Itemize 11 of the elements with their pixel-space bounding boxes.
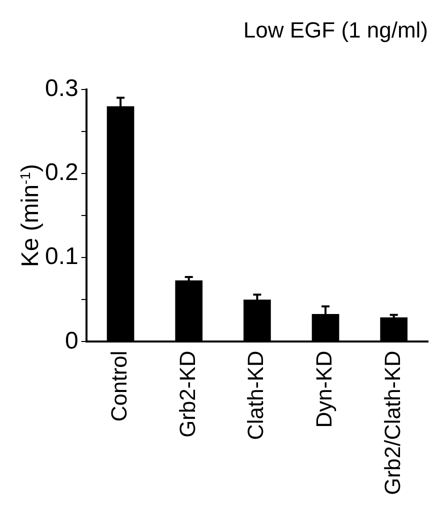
x-tick-label: Grb2/Clath-KD xyxy=(380,350,405,496)
y-tick-label: 0 xyxy=(65,327,78,354)
chart-title: Low EGF (1 ng/ml) xyxy=(243,17,428,42)
y-tick-label: 0.1 xyxy=(44,243,78,270)
y-tick-label: 0.2 xyxy=(44,159,78,186)
x-tick-label: Dyn-KD xyxy=(312,350,337,428)
x-tick-label: Control xyxy=(106,350,132,422)
y-tick-label: 0.3 xyxy=(44,75,78,102)
x-tick-label: Clath-KD xyxy=(243,350,268,440)
y-axis-title: Ke (min-1) xyxy=(17,164,44,268)
x-tick-label: Grb2-KD xyxy=(174,350,200,438)
